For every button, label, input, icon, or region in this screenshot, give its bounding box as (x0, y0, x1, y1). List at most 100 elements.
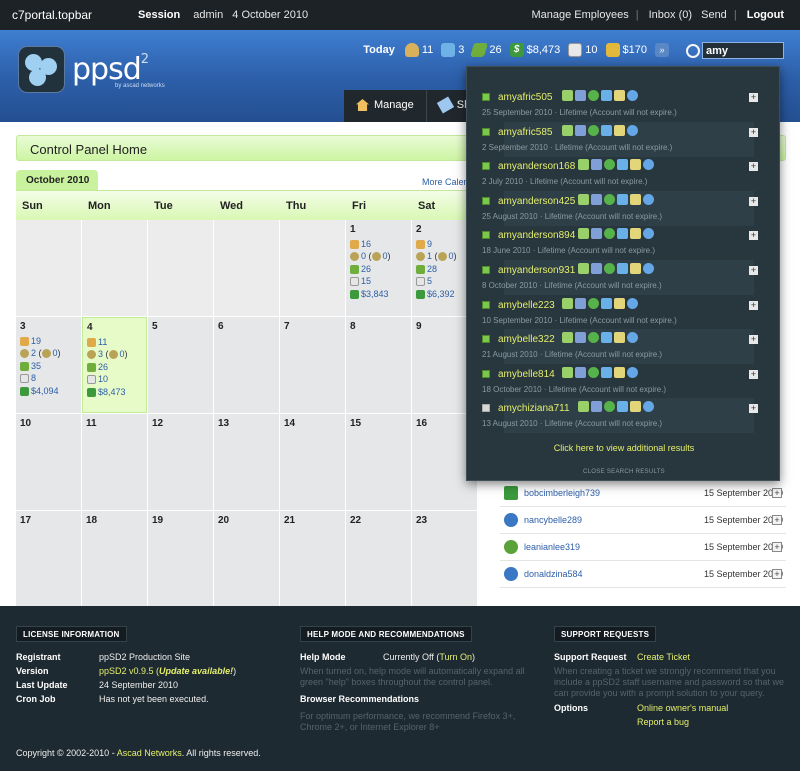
calendar-day[interactable]: 10 (16, 414, 81, 510)
list-item-name[interactable]: leanianlee319 (524, 542, 581, 552)
world-icon[interactable] (643, 401, 654, 413)
edit-icon[interactable] (617, 263, 628, 274)
profile-icon[interactable] (575, 366, 586, 378)
email-icon[interactable] (562, 90, 573, 101)
globe-icon[interactable] (588, 366, 599, 378)
search-result-item[interactable]: amybelle814 18 October 2010 · Lifetime (A… (476, 364, 772, 399)
edit-icon[interactable] (601, 332, 612, 344)
day-documents[interactable]: 15 (350, 276, 407, 289)
expand-icon[interactable]: + (749, 334, 758, 345)
day-signups[interactable]: 11 (87, 336, 142, 349)
profile-icon[interactable] (591, 193, 602, 205)
calendar-day[interactable]: 20 (214, 511, 279, 606)
result-username[interactable]: amyanderson894 (498, 230, 576, 242)
result-username[interactable]: amybelle322 (498, 334, 555, 346)
day-documents[interactable]: 5 (416, 276, 473, 289)
note-icon[interactable] (614, 366, 625, 378)
day-revenue[interactable]: $3,843 (350, 288, 407, 301)
calendar-day[interactable]: 15 (346, 414, 411, 510)
ascad-networks-link[interactable]: Ascad Networks (116, 748, 182, 758)
stat-money[interactable]: $170 (605, 43, 647, 57)
day-calls[interactable]: 3 (0) (87, 349, 142, 362)
logout-link[interactable]: Logout (746, 9, 784, 21)
calendar-month-tab[interactable]: October 2010 (16, 170, 98, 190)
result-username[interactable]: amyafric585 (498, 126, 553, 138)
list-item-name[interactable]: bobcimberleigh739 (524, 488, 601, 498)
email-icon[interactable] (562, 124, 573, 136)
email-icon[interactable] (578, 193, 589, 205)
calendar-day[interactable]: 22 (346, 511, 411, 606)
edit-icon[interactable] (601, 90, 612, 101)
edit-icon[interactable] (617, 401, 628, 413)
result-username[interactable]: amyanderson931 (498, 265, 576, 276)
list-item[interactable]: bobcimberleigh739 15 September 2010 + (500, 480, 786, 507)
world-icon[interactable] (643, 193, 654, 205)
expand-icon[interactable]: + (749, 195, 758, 206)
profile-icon[interactable] (591, 159, 602, 171)
world-icon[interactable] (643, 228, 654, 240)
calendar-day[interactable]: 3 19 2 (0) 35 8 $4,094 (16, 317, 81, 413)
report-bug-link[interactable]: Report a bug (637, 717, 690, 727)
list-item[interactable]: leanianlee319 15 September 2010 + (500, 534, 786, 561)
email-icon[interactable] (578, 263, 589, 274)
note-icon[interactable] (630, 263, 641, 274)
expand-icon[interactable]: + (749, 265, 758, 275)
calendar-day[interactable]: 4 11 3 (0) 26 10 $8,473 (82, 317, 147, 413)
globe-icon[interactable] (604, 193, 615, 205)
edit-icon[interactable] (617, 228, 628, 240)
search-result-item[interactable]: amyafric505 25 September 2010 · Lifetime … (476, 87, 772, 122)
search-icon[interactable] (686, 44, 700, 58)
expand-icon[interactable]: + (749, 230, 758, 241)
expand-icon[interactable]: + (749, 161, 758, 172)
result-username[interactable]: amyafric505 (498, 92, 553, 103)
calendar-day[interactable]: 23 (412, 511, 477, 606)
email-icon[interactable] (562, 332, 573, 344)
list-item-name[interactable]: donaldzina584 (524, 569, 583, 579)
calendar-day[interactable]: 5 (148, 317, 213, 413)
result-username[interactable]: amybelle814 (498, 368, 555, 380)
list-item-name[interactable]: nancybelle289 (524, 515, 583, 525)
note-icon[interactable] (614, 297, 625, 309)
note-icon[interactable] (614, 90, 625, 101)
globe-icon[interactable] (604, 263, 615, 274)
list-item[interactable]: nancybelle289 15 September 2010 + (500, 507, 786, 534)
day-posts[interactable]: 26 (87, 361, 142, 374)
world-icon[interactable] (627, 366, 638, 378)
email-icon[interactable] (578, 159, 589, 171)
email-icon[interactable] (578, 401, 589, 413)
globe-icon[interactable] (604, 159, 615, 171)
day-posts[interactable]: 35 (20, 360, 77, 373)
note-icon[interactable] (630, 401, 641, 413)
calendar-day[interactable]: 18 (82, 511, 147, 606)
edit-icon[interactable] (617, 193, 628, 205)
expand-icon[interactable]: + (749, 92, 758, 102)
result-username[interactable]: amyanderson168 (498, 161, 576, 173)
profile-icon[interactable] (575, 90, 586, 101)
calendar-day[interactable]: 13 (214, 414, 279, 510)
search-input[interactable] (702, 42, 784, 59)
search-result-item[interactable]: amybelle223 10 September 2010 · Lifetime … (476, 295, 772, 330)
stat-groups[interactable]: 3 (441, 43, 464, 57)
day-calls[interactable]: 0 (0) (350, 251, 407, 264)
inbox-link[interactable]: Inbox (0) (648, 9, 693, 21)
stat-documents[interactable]: 10 (568, 43, 598, 57)
globe-icon[interactable] (604, 401, 615, 413)
day-calls[interactable]: 2 (0) (20, 348, 77, 361)
day-revenue[interactable]: $6,392 (416, 288, 473, 301)
profile-icon[interactable] (591, 401, 602, 413)
note-icon[interactable] (614, 332, 625, 344)
logo-icon[interactable] (18, 46, 65, 93)
day-documents[interactable]: 10 (87, 374, 142, 387)
tab-manage[interactable]: Manage (344, 90, 427, 122)
search-result-item[interactable]: amybelle322 21 August 2010 · Lifetime (Ac… (476, 329, 772, 365)
close-search-results-link[interactable]: CLOSE SEARCH RESULTS (583, 469, 665, 475)
result-username[interactable]: amychiziana711 (498, 403, 570, 415)
calendar-day[interactable]: 1 16 0 (0) 26 15 $3,843 (346, 220, 411, 316)
globe-icon[interactable] (604, 228, 615, 240)
calendar-day[interactable]: 6 (214, 317, 279, 413)
day-revenue[interactable]: $4,094 (20, 385, 77, 398)
search-result-item[interactable]: amyafric585 2 September 2010 · Lifetime (… (476, 121, 772, 157)
turn-on-help-link[interactable]: Turn On (439, 652, 473, 662)
search-result-item[interactable]: amyanderson931 8 October 2010 · Lifetime … (476, 260, 772, 295)
calendar-day[interactable]: 7 (280, 317, 345, 413)
